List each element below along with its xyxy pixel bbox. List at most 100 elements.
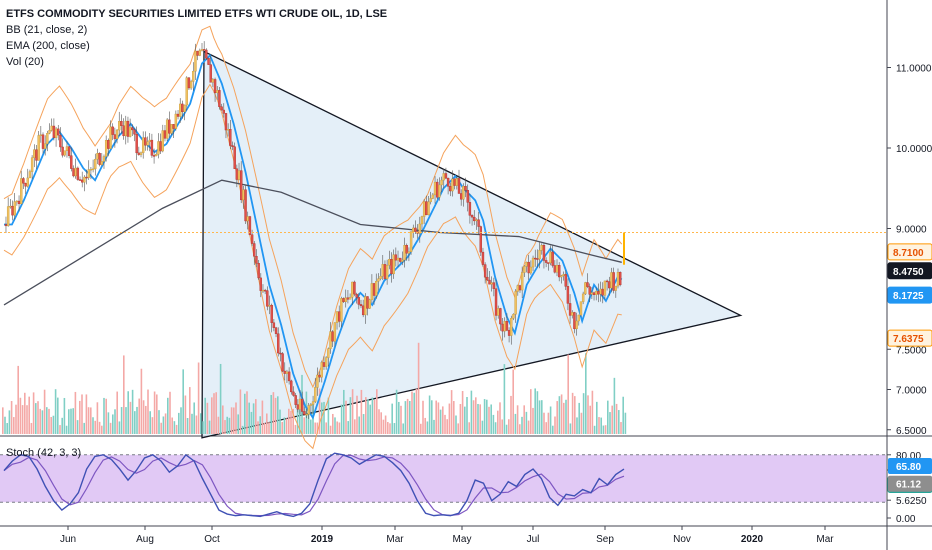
candle-body: [285, 371, 289, 374]
volume-bar: [508, 419, 510, 434]
candle-body: [20, 178, 23, 205]
stoch-band: [0, 454, 886, 503]
volume-bar: [184, 395, 187, 434]
candle-body: [83, 176, 86, 183]
candle-body: [375, 281, 378, 296]
indicator-ema[interactable]: EMA (200, close): [6, 40, 90, 52]
candle-body: [298, 398, 302, 410]
candle-body: [144, 137, 147, 146]
volume-bars: [2, 342, 627, 434]
volume-bar: [426, 421, 429, 434]
candle-body: [571, 312, 574, 316]
volume-bar: [411, 391, 413, 434]
candle-body: [78, 179, 82, 181]
candle-body: [76, 167, 80, 180]
volume-bar: [521, 416, 523, 434]
price-label-text: 7.6375: [893, 334, 924, 345]
candle-body: [355, 293, 358, 298]
candle-body: [520, 272, 524, 291]
volume-bar: [393, 423, 396, 434]
volume-bar: [455, 415, 457, 434]
volume-bar: [593, 425, 596, 434]
candle-body: [342, 298, 345, 302]
volume-bar: [571, 392, 574, 434]
indicator-bb[interactable]: BB (21, close, 2): [6, 24, 88, 36]
volume-bar: [620, 422, 622, 434]
candle-body: [157, 141, 160, 155]
candle-body: [59, 134, 62, 148]
candle-body: [226, 129, 230, 131]
volume-bar: [129, 401, 132, 434]
candle-body: [135, 133, 138, 154]
candle-body: [381, 264, 384, 277]
volume-bar: [387, 422, 389, 434]
volume-bar: [354, 419, 356, 434]
candle-body: [305, 413, 308, 416]
volume-bar: [263, 422, 266, 434]
stoch-legend[interactable]: Stoch (42, 3, 3): [6, 447, 82, 459]
candle-body: [9, 205, 12, 208]
candle-body: [536, 258, 539, 260]
volume-bar: [307, 410, 310, 434]
volume-bar: [494, 422, 497, 434]
volume-bar: [211, 397, 213, 434]
volume-bar: [492, 414, 495, 434]
candle-body: [438, 184, 441, 198]
candle-body: [279, 352, 282, 355]
candle-body: [359, 304, 363, 307]
candle-body: [512, 313, 515, 319]
indicator-vol[interactable]: Vol (20): [6, 56, 44, 68]
volume-bar: [578, 402, 580, 434]
volume-bar: [391, 403, 393, 434]
volume-bar: [538, 400, 541, 434]
price-label-text: 8.4750: [893, 267, 924, 278]
candle-body: [172, 124, 175, 129]
candle-body: [126, 120, 130, 137]
candle-body: [242, 189, 245, 201]
volume-bar: [134, 411, 136, 434]
candle-body: [240, 170, 243, 201]
volume-bar: [208, 420, 211, 434]
volume-bar: [607, 400, 609, 434]
volume-bar: [470, 390, 473, 434]
volume-bar: [164, 413, 167, 434]
candle-body: [370, 283, 374, 300]
volume-bar: [367, 399, 369, 434]
candle-body: [453, 178, 456, 186]
volume-bar: [233, 407, 235, 434]
candle-body: [464, 186, 467, 191]
volume-bar: [442, 406, 444, 434]
price-label-badge: 8.1725: [887, 286, 932, 304]
volume-bar: [294, 424, 297, 434]
candle-body: [54, 128, 58, 138]
volume-bar: [325, 422, 327, 434]
volume-bar: [327, 397, 330, 434]
volume-bar: [600, 417, 602, 434]
candle-body: [11, 205, 14, 216]
price-label-badge: 8.7100: [887, 243, 932, 261]
candle-body: [318, 374, 321, 378]
volume-bar: [175, 424, 178, 434]
volume-bar: [92, 417, 94, 434]
volume-bar: [228, 417, 231, 434]
volume-bar: [125, 407, 127, 434]
volume-bar: [246, 391, 248, 434]
volume-bar: [525, 411, 528, 434]
volume-bar: [404, 401, 407, 434]
candle-body: [118, 121, 121, 131]
candle-body: [141, 137, 145, 153]
volume-bar: [224, 420, 226, 434]
candle-body: [385, 265, 389, 280]
volume-bar: [28, 396, 30, 434]
candle-body: [46, 133, 49, 144]
candle-body: [510, 318, 513, 336]
volume-bar: [373, 399, 376, 434]
stoch-k-line: [3, 452, 625, 518]
volume-bar: [10, 401, 13, 434]
volume-bar: [398, 401, 400, 434]
candle-body: [427, 201, 430, 216]
volume-bar: [299, 409, 301, 434]
candle-body: [98, 153, 101, 165]
volume-bar: [347, 421, 349, 434]
